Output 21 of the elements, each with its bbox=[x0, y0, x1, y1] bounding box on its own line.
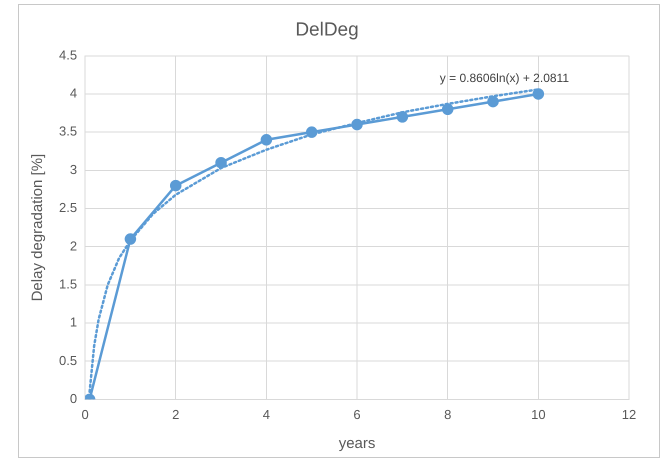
x-tick-label: 0 bbox=[81, 406, 89, 422]
y-tick-label: 4 bbox=[70, 86, 78, 101]
annotation: y = 0.8606ln(x) + 2.0811 bbox=[440, 70, 570, 85]
y-tick-label: 4.5 bbox=[58, 47, 78, 62]
y-tick-label: 3.5 bbox=[58, 124, 78, 139]
x-tick-label: 10 bbox=[531, 406, 546, 422]
chart-title: DelDeg bbox=[295, 20, 359, 41]
y-tick-label: 2 bbox=[70, 238, 78, 254]
x-tick-label: 12 bbox=[622, 406, 636, 422]
y-tick-label: 2.5 bbox=[58, 200, 78, 216]
y-tick-label: 0.5 bbox=[58, 352, 78, 368]
x-tick-label: 4 bbox=[262, 406, 270, 422]
y-tick-label: 1.5 bbox=[58, 276, 78, 292]
y-tick-label: 1 bbox=[70, 314, 78, 330]
y-tick-label: 3 bbox=[70, 162, 78, 177]
x-tick-label: 6 bbox=[353, 406, 361, 422]
y-tick-label: 0 bbox=[70, 390, 78, 406]
x-tick-label: 8 bbox=[444, 406, 452, 422]
x-axis-title: years bbox=[338, 435, 376, 452]
x-tick-label: 2 bbox=[172, 406, 180, 422]
y-axis-title: Delay degradation [%] bbox=[29, 154, 46, 302]
